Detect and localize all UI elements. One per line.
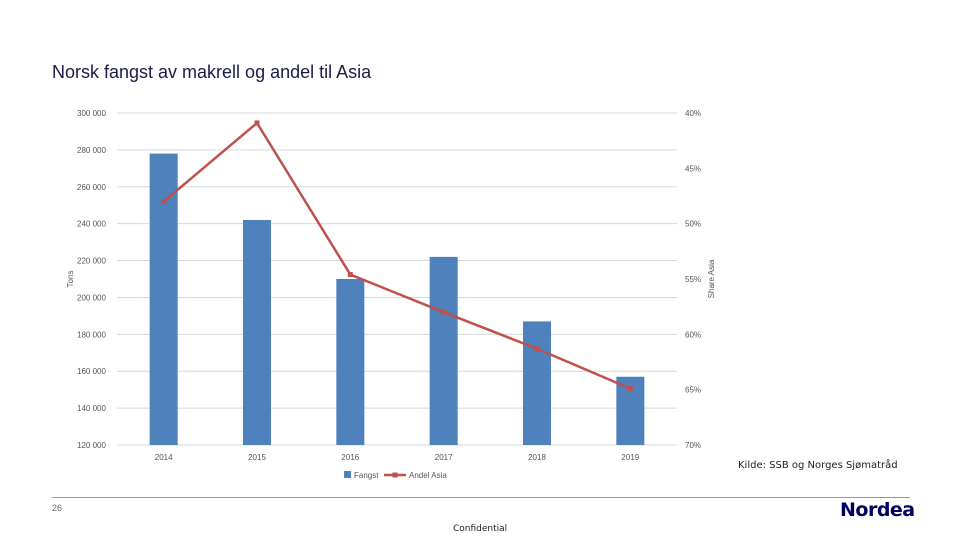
bar	[336, 279, 365, 445]
bar	[523, 321, 551, 445]
legend-swatch-fangst	[344, 471, 351, 478]
x-tick-label: 2016	[341, 453, 359, 462]
x-tick-label: 2015	[248, 453, 266, 462]
y-tick-label: 220 000	[77, 257, 106, 266]
y-tick-label: 180 000	[77, 330, 106, 339]
line-point	[627, 386, 633, 392]
y-tick-label: 240 000	[77, 220, 106, 229]
y-tick-label: 160 000	[77, 367, 106, 376]
bar	[243, 219, 271, 445]
x-tick-label: 2018	[528, 453, 546, 462]
y-tick-label: 300 000	[77, 109, 106, 118]
line-point	[534, 346, 540, 352]
line-point	[441, 309, 447, 315]
y-axis-title: Tons	[66, 271, 75, 288]
x-tick-label: 2014	[155, 453, 173, 462]
y-tick-label: 200 000	[77, 293, 106, 302]
legend-label-andel-asia: Andel Asia	[409, 471, 447, 480]
series-line-andel-asia	[162, 121, 631, 390]
line-point	[161, 199, 167, 205]
y2-tick-label: 70%	[685, 441, 701, 450]
y2-tick-label: 50%	[685, 220, 701, 229]
y2-tick-label: 60%	[685, 330, 701, 339]
confidential-label: Confidential	[453, 524, 508, 534]
y2-tick-label: 55%	[685, 275, 701, 284]
legend-label-fangst: Fangst	[354, 471, 379, 480]
bar	[429, 256, 458, 445]
x-tick-label: 2019	[621, 453, 639, 462]
source-note: Kilde: SSB og Norges Sjømatråd	[738, 460, 898, 471]
slide-title: Norsk fangst av makrell og andel til Asi…	[52, 62, 372, 82]
page-number: 26	[52, 503, 63, 513]
legend-marker-andel-asia	[392, 472, 398, 478]
footer-divider	[52, 497, 910, 498]
y2-tick-label: 40%	[685, 109, 701, 118]
y-tick-label: 260 000	[77, 183, 106, 192]
nordea-logo: Nordea	[840, 499, 915, 521]
y-tick-label: 280 000	[77, 146, 106, 155]
line-point	[254, 120, 260, 126]
x-tick-label: 2017	[435, 453, 453, 462]
y-tick-label: 140 000	[77, 404, 106, 413]
y2-axis-title: Share Asia	[707, 259, 716, 298]
line-point	[347, 272, 353, 278]
chart: 300 000 280 000 260 000 240 000 220 000 200 0…	[66, 109, 716, 480]
bar	[149, 153, 178, 446]
y2-tick-label: 45%	[685, 164, 701, 173]
y-tick-label: 120 000	[77, 441, 106, 450]
y2-tick-label: 65%	[685, 386, 701, 395]
